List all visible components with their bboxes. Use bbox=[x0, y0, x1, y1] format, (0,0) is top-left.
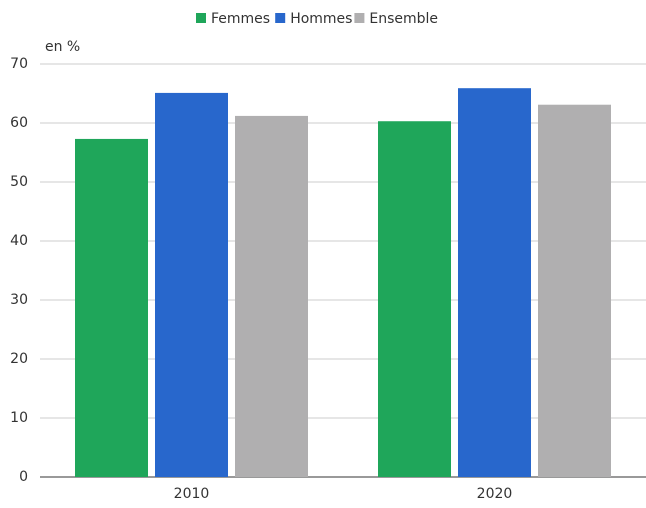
x-tick-label: 2020 bbox=[477, 486, 513, 502]
legend-label: Femmes bbox=[211, 11, 270, 27]
legend-label: Hommes bbox=[290, 11, 352, 27]
legend-label: Ensemble bbox=[369, 11, 438, 27]
y-axis-label: en % bbox=[45, 39, 80, 55]
bar bbox=[75, 138, 148, 477]
y-tick-label: 70 bbox=[10, 56, 28, 72]
y-tick-label: 40 bbox=[10, 233, 28, 249]
y-tick-label: 50 bbox=[10, 174, 28, 190]
legend-swatch bbox=[275, 13, 286, 23]
bar bbox=[235, 115, 308, 478]
y-tick-label: 20 bbox=[10, 351, 28, 367]
y-tick-label: 30 bbox=[10, 292, 28, 308]
x-tick-label: 2010 bbox=[174, 486, 210, 502]
legend-swatch bbox=[196, 13, 206, 23]
y-tick-label: 10 bbox=[10, 410, 28, 426]
legend-swatch bbox=[354, 13, 365, 23]
bar bbox=[458, 88, 531, 477]
bar bbox=[378, 121, 451, 477]
bar bbox=[538, 104, 611, 478]
bar bbox=[155, 92, 228, 477]
y-tick-label: 60 bbox=[10, 115, 28, 131]
y-tick-label: 0 bbox=[19, 469, 28, 485]
